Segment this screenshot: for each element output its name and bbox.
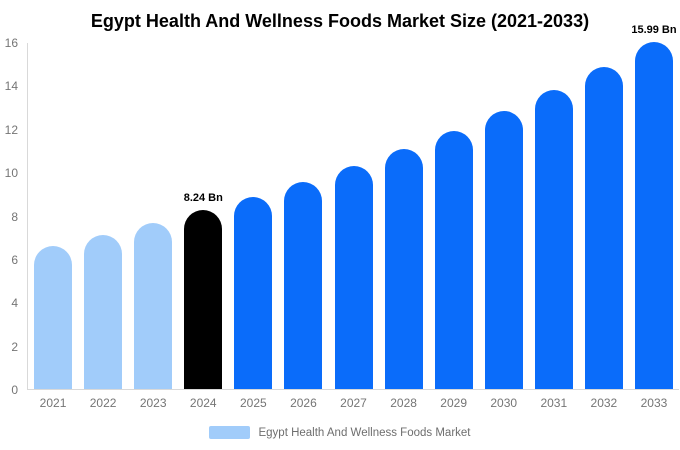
legend-item[interactable]: Egypt Health And Wellness Foods Market	[209, 426, 471, 439]
chart-title: Egypt Health And Wellness Foods Market S…	[90, 11, 590, 31]
x-tick-label-2029: 2029	[440, 396, 468, 410]
x-tick-label-2031: 2031	[540, 396, 568, 410]
bar-slot-2032: 2032	[579, 43, 629, 410]
x-tick-label-2022: 2022	[89, 396, 117, 410]
x-tick-label-2025: 2025	[239, 396, 267, 410]
y-tick-label-12: 12	[4, 122, 18, 137]
bar-2029[interactable]	[434, 130, 473, 389]
bar-slot-2021: 2021	[28, 43, 78, 410]
data-label-2024: 8.24 Bn	[183, 192, 223, 205]
y-tick-label-4: 4	[11, 296, 18, 311]
x-tick-label-2024: 2024	[189, 396, 217, 410]
bar-2021[interactable]	[34, 245, 73, 389]
y-tick-label-0: 0	[11, 383, 18, 397]
plot-area: 2021 2022 2023 8.24 Bn 2024 2025 2026 2027 2028 2…	[27, 24, 679, 410]
bar-slot-2028: 2028	[379, 43, 429, 410]
bar-slot-2027: 2027	[328, 43, 378, 410]
bar-2024[interactable]	[184, 210, 223, 389]
y-tick-label-10: 10	[4, 166, 18, 181]
bar-2026[interactable]	[284, 181, 323, 389]
y-tick-label-16: 16	[4, 36, 18, 50]
bar-slot-2025: 2025	[228, 43, 278, 410]
bar-slot-2024: 8.24 Bn 2024	[178, 43, 228, 410]
x-tick-label-2021: 2021	[39, 396, 67, 410]
bar-slot-2029: 2029	[429, 43, 479, 410]
bar-2031[interactable]	[534, 89, 573, 389]
bar-2033[interactable]	[634, 42, 673, 389]
bar-2032[interactable]	[584, 66, 623, 389]
bar-2028[interactable]	[384, 148, 423, 389]
bar-slot-2022: 2022	[78, 43, 128, 410]
bar-slot-2031: 2031	[529, 43, 579, 410]
bar-slot-2023: 2023	[128, 43, 178, 410]
bar-2025[interactable]	[234, 196, 273, 389]
y-tick-label-8: 8	[11, 209, 18, 224]
bar-2027[interactable]	[334, 166, 373, 389]
y-tick-label-6: 6	[11, 252, 18, 267]
bar-slot-2026: 2026	[278, 43, 328, 410]
y-tick-label-14: 14	[4, 79, 18, 94]
bar-2022[interactable]	[84, 235, 123, 389]
data-label-2033: 15.99 Bn	[631, 24, 677, 37]
y-axis: 0 2 4 6 8 10 12 14 16	[0, 0, 27, 397]
x-tick-label-2027: 2027	[340, 396, 367, 410]
bar-2030[interactable]	[484, 110, 523, 389]
bar-slot-2033: 15.99 Bn 2033	[629, 24, 679, 410]
x-tick-label-2023: 2023	[139, 396, 167, 410]
x-tick-label-2032: 2032	[590, 396, 618, 410]
x-tick-label-2030: 2030	[490, 396, 518, 410]
legend-label: Egypt Health And Wellness Foods Market	[258, 426, 471, 439]
legend: Egypt Health And Wellness Foods Market	[0, 426, 680, 439]
x-tick-label-2026: 2026	[290, 396, 317, 410]
y-tick-label-2: 2	[11, 339, 18, 354]
x-tick-label-2033: 2033	[640, 396, 668, 410]
bar-2023[interactable]	[134, 223, 173, 389]
bar-slot-2030: 2030	[479, 43, 529, 410]
x-tick-label-2028: 2028	[390, 396, 417, 410]
legend-swatch	[209, 426, 251, 439]
